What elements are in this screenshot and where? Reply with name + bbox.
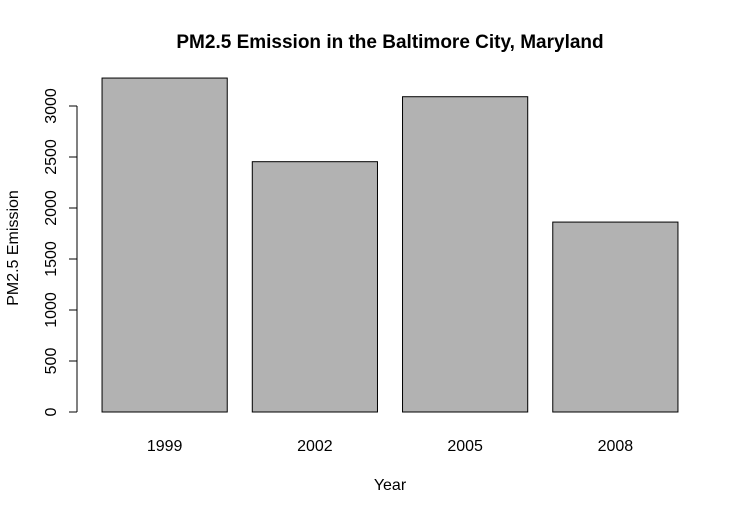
- bar-1999: [101, 77, 228, 413]
- x-tick-label: 2008: [598, 438, 634, 455]
- x-tick-label: 2005: [447, 438, 483, 455]
- x-tick-label: 2002: [297, 438, 333, 455]
- bar-2008: [552, 221, 679, 413]
- y-tick-label: 1500: [43, 241, 60, 277]
- x-axis-ticks: 1999 2002 2005 2008: [147, 438, 633, 455]
- bar-2005: [402, 96, 529, 413]
- y-tick-label: 1000: [43, 292, 60, 328]
- x-tick-label: 1999: [147, 438, 183, 455]
- x-axis-label: Year: [374, 477, 407, 494]
- bar-2002: [251, 161, 378, 413]
- y-tick-label: 2500: [43, 139, 60, 175]
- y-tick-label: 0: [43, 407, 60, 416]
- bars: [101, 77, 679, 413]
- chart-title: PM2.5 Emission in the Baltimore City, Ma…: [176, 32, 603, 53]
- y-tick-label: 2000: [43, 190, 60, 226]
- y-tick-label: 3000: [43, 88, 60, 124]
- y-axis-label: PM2.5 Emission: [5, 190, 22, 306]
- y-axis: 0 500 1000 1500 2000 2500 3000: [43, 88, 78, 416]
- y-tick-label: 500: [43, 348, 60, 375]
